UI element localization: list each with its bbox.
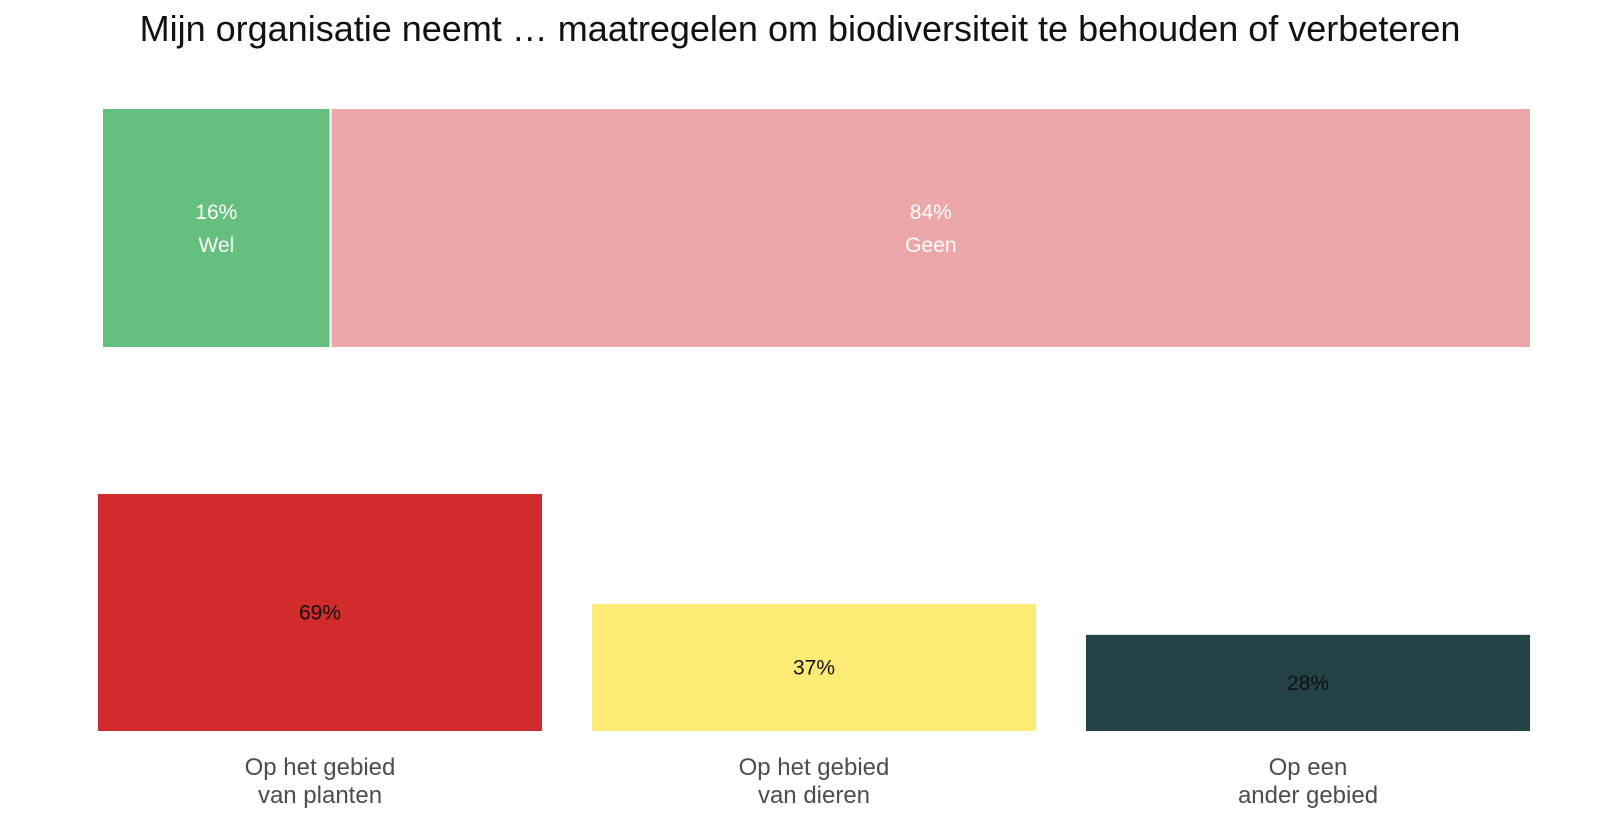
category-tick-label: Op het gebied: [245, 754, 396, 781]
category-tick-label: Op een: [1269, 754, 1348, 781]
stacked-bar-group: 16% Wel 84% Geen: [101, 107, 1532, 349]
category-tick-label: Op het gebied: [739, 754, 890, 781]
segment-value-label: 84%: [910, 201, 952, 224]
segment-value-label: 16%: [195, 201, 237, 224]
segment-geen: [329, 107, 1532, 349]
bar-value-label: 69%: [299, 602, 341, 625]
bar-3: [1086, 634, 1530, 731]
bar-value-label: 37%: [793, 656, 835, 679]
bar-value-label: 28%: [1287, 672, 1329, 695]
bar-1: [98, 494, 542, 731]
category-tick-label: van dieren: [758, 782, 870, 809]
segment-category-label: Wel: [198, 234, 234, 257]
category-tick-label: ander gebied: [1238, 782, 1378, 809]
segment-category-label: Geen: [905, 234, 956, 257]
category-tick-label: van planten: [258, 782, 382, 809]
bar-2: [592, 603, 1036, 731]
segment-wel: [101, 107, 332, 349]
chart-title: Mijn organisatie neemt … maatregelen om …: [139, 8, 1461, 49]
